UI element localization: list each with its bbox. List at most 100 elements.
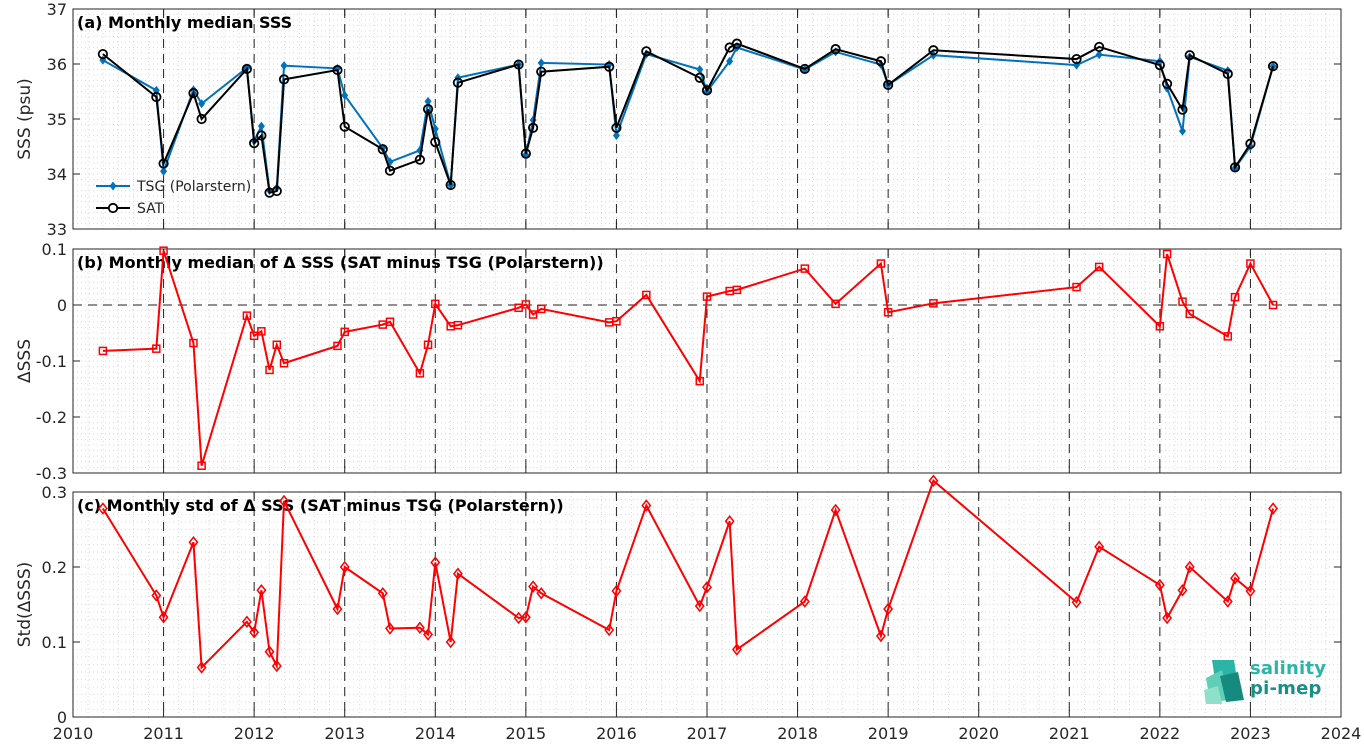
data-point xyxy=(197,461,206,470)
data-point xyxy=(340,327,349,337)
data-point xyxy=(726,56,734,66)
data-point xyxy=(883,602,894,616)
data-point xyxy=(98,346,108,356)
tick-marks xyxy=(72,8,1342,230)
panel-b: -0.3 -0.2 -0.1 0 0.1 ΔSSS (b) Monthly median o… xyxy=(15,240,1342,483)
data-point xyxy=(641,499,652,512)
data-point xyxy=(1154,59,1165,71)
panel-a: 33 34 35 36 37 SSS (psu) (a) Monthly median SS… xyxy=(15,0,1342,239)
data-point xyxy=(528,122,539,133)
data-point xyxy=(151,589,162,602)
data-point xyxy=(332,64,343,76)
data-point xyxy=(724,515,735,528)
data-point xyxy=(1094,262,1104,272)
year-lines xyxy=(163,492,1251,717)
data-point xyxy=(1154,578,1165,592)
data-point xyxy=(537,58,545,68)
data-point xyxy=(513,611,524,625)
data-point xyxy=(385,622,395,635)
data-point xyxy=(151,91,162,103)
data-point xyxy=(1094,41,1105,53)
data-point xyxy=(612,316,621,326)
x-tick-label: 2018 xyxy=(777,724,818,743)
data-point xyxy=(695,376,705,386)
data-point xyxy=(536,66,547,77)
data-point xyxy=(883,308,893,317)
data-point xyxy=(799,595,810,608)
data-point xyxy=(384,165,396,176)
y-axis-label: SSS (psu) xyxy=(15,78,35,159)
data-point xyxy=(732,285,742,295)
data-point xyxy=(196,113,207,125)
data-point xyxy=(702,292,712,301)
data-point xyxy=(430,556,441,569)
data-point xyxy=(430,137,441,148)
data-point xyxy=(1179,126,1186,136)
data-point xyxy=(528,580,539,593)
data-point xyxy=(1230,292,1240,302)
panel-title: (c) Monthly std of Δ SSS (SAT minus TSG … xyxy=(77,496,564,515)
legend-marker xyxy=(107,202,119,214)
data-point xyxy=(611,122,622,133)
data-point xyxy=(1177,104,1188,115)
data-point xyxy=(1223,332,1233,341)
data-point xyxy=(452,77,464,88)
data-point xyxy=(1267,61,1279,72)
data-point xyxy=(1155,322,1165,331)
x-tick-label: 2011 xyxy=(143,724,184,743)
data-point xyxy=(1268,300,1278,310)
y-axis-label: ΔSSS xyxy=(15,339,35,383)
data-point xyxy=(520,611,531,624)
data-point xyxy=(453,320,463,330)
data-point xyxy=(241,615,252,628)
data-point xyxy=(280,61,288,71)
data-point xyxy=(422,104,434,115)
data-point xyxy=(249,138,260,149)
data-point xyxy=(188,536,199,549)
logo-text-salinity: salinity xyxy=(1250,658,1327,679)
series-delta-sss xyxy=(98,246,1278,470)
data-point xyxy=(377,587,388,600)
data-point xyxy=(696,65,704,74)
tick-marks xyxy=(72,491,1342,718)
y-tick-label: 37 xyxy=(47,0,67,19)
data-point xyxy=(929,299,938,308)
data-point xyxy=(158,611,169,624)
data-point xyxy=(1178,297,1187,306)
legend-marker xyxy=(109,181,117,191)
data-point xyxy=(415,369,425,378)
x-tick-label: 2010 xyxy=(53,724,94,743)
data-point xyxy=(452,567,463,580)
data-point xyxy=(1268,502,1279,515)
data-point xyxy=(694,599,705,613)
data-point xyxy=(876,259,886,268)
data-point xyxy=(377,144,388,155)
data-point xyxy=(537,304,546,314)
data-point xyxy=(339,560,350,574)
data-point xyxy=(279,358,289,368)
data-point xyxy=(731,643,742,656)
data-point xyxy=(189,338,198,348)
data-point xyxy=(604,623,615,637)
panel-title: (a) Monthly median SSS xyxy=(77,13,292,32)
y-tick-label: 0 xyxy=(57,296,67,315)
y-tick-label: -0.2 xyxy=(36,408,67,427)
y-tick-label: 0.3 xyxy=(42,483,67,502)
year-lines xyxy=(163,249,1251,473)
data-point xyxy=(265,365,274,375)
y-tick-label: 0.1 xyxy=(42,240,67,259)
data-point xyxy=(1162,78,1173,89)
data-point xyxy=(279,494,289,508)
logo-text-pi-mep: pi-mep xyxy=(1250,678,1322,699)
data-point xyxy=(701,85,713,96)
data-point xyxy=(642,290,651,300)
data-point xyxy=(249,626,260,639)
data-point xyxy=(612,131,620,140)
x-tick-label: 2017 xyxy=(687,724,728,743)
salinity-pi-mep-logo: salinity pi-mep xyxy=(1204,656,1334,704)
y-tick-label: -0.3 xyxy=(36,464,67,483)
data-point xyxy=(1071,53,1082,65)
x-tick-label: 2020 xyxy=(958,724,999,743)
year-lines xyxy=(163,9,1251,229)
